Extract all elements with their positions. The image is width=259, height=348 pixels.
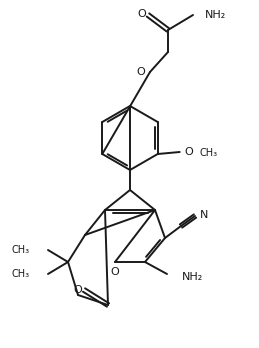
Text: O: O	[111, 267, 119, 277]
Text: NH₂: NH₂	[182, 272, 203, 282]
Text: CH₃: CH₃	[12, 245, 30, 255]
Text: CH₃: CH₃	[12, 269, 30, 279]
Text: O: O	[74, 285, 82, 295]
Text: O: O	[137, 67, 145, 77]
Text: NH₂: NH₂	[205, 10, 226, 20]
Text: O: O	[138, 9, 146, 19]
Text: O: O	[185, 147, 193, 157]
Text: N: N	[200, 210, 208, 220]
Text: CH₃: CH₃	[200, 148, 218, 158]
